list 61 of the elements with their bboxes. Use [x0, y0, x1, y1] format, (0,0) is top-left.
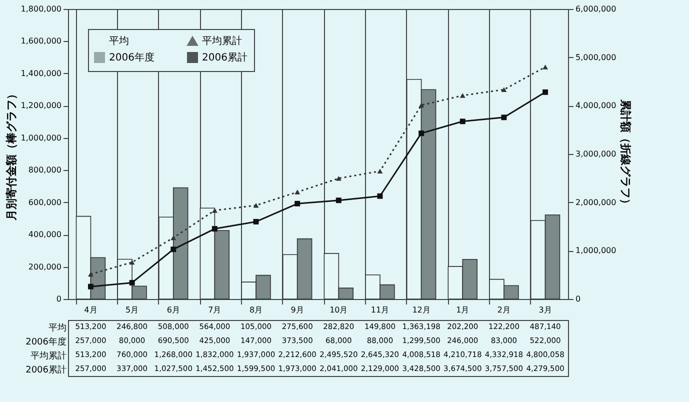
y-tick-label: 1,600,000: [20, 36, 62, 46]
y-tick-label: 1,000,000: [20, 133, 62, 142]
y-tick-label: 600,000: [28, 198, 62, 207]
point: [253, 218, 259, 224]
point: [377, 168, 383, 174]
x-tick-label: 12月: [412, 306, 430, 314]
y2-tick-label: 4,000,000: [576, 101, 616, 110]
x-tick-label: 3月: [538, 306, 552, 314]
point: [542, 89, 548, 95]
point: [294, 190, 300, 194]
y-tick-label: 0: [56, 294, 62, 304]
y2-tick-label: 2,000,000: [576, 198, 616, 207]
legend-label: 2006年度: [109, 52, 154, 64]
y2-tick-label: 3,000,000: [576, 150, 616, 158]
x-tick-label: 9月: [290, 306, 304, 314]
x-tick-label: 10月: [330, 306, 348, 314]
y2-tick-label: 1,000,000: [576, 246, 616, 256]
x-tick-label: 2月: [497, 306, 510, 314]
y-tick-label: 1,200,000: [20, 101, 62, 110]
y-tick-label: 800,000: [28, 166, 62, 175]
point: [336, 198, 342, 204]
point: [336, 176, 342, 181]
point: [501, 87, 507, 92]
point: [253, 203, 259, 208]
x-tick-label: 7月: [208, 306, 222, 314]
y2-tick-label: 0: [576, 294, 581, 304]
text: 平均累計: [30, 352, 66, 362]
point: [377, 193, 383, 199]
y-tick-label: 1,400,000: [20, 68, 62, 78]
point: [294, 200, 300, 206]
y2-tick-label: 6,000,000: [576, 4, 616, 14]
x-tick-label: 11月: [370, 306, 390, 314]
text: 平均: [109, 36, 129, 47]
text: 2006年度: [26, 338, 66, 348]
point: [212, 226, 218, 232]
point: [460, 93, 466, 98]
x-tick-label: 8月: [249, 306, 263, 314]
point: [129, 280, 135, 286]
y2-tick-label: 5,000,000: [576, 52, 616, 62]
legend-label: 平均累計: [202, 35, 242, 48]
text: 2006累計: [26, 366, 66, 376]
point: [542, 64, 548, 70]
point: [501, 114, 507, 120]
x-tick-label: 6月: [166, 306, 180, 314]
point: [460, 118, 466, 124]
x-tick-label: 1月: [456, 306, 470, 314]
point: [88, 284, 94, 290]
point: [170, 246, 176, 252]
legend-label: 2006累計: [202, 52, 248, 64]
y-tick-label: 1,800,000: [20, 4, 62, 14]
y-axis-title: 月別寄付金額（棒グラフ）: [4, 88, 18, 222]
point: [418, 130, 424, 136]
point: [170, 235, 176, 240]
x-tick-label: 5月: [126, 306, 139, 314]
y-tick-label: 400,000: [28, 230, 62, 240]
point: [212, 208, 218, 213]
x-tick-label: 4月: [84, 306, 98, 314]
text: 平均: [48, 322, 66, 334]
point: [129, 260, 135, 265]
y-tick-label: 200,000: [28, 262, 62, 272]
y2-axis-title: 累計額（折線グラフ）: [619, 98, 632, 210]
